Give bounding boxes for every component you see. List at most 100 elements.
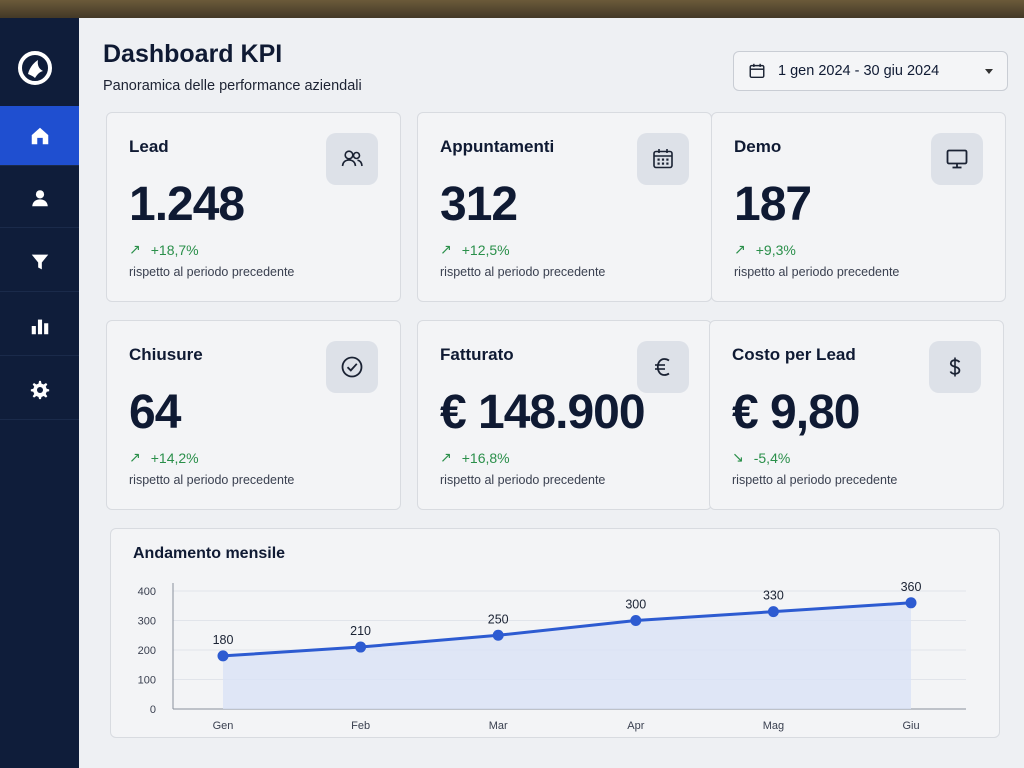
data-label: 250 — [488, 612, 509, 626]
kpi-card-demo: Demo 187 ↗ +9,3% rispetto al periodo pre… — [711, 112, 1006, 302]
sidebar-item-home[interactable] — [0, 106, 79, 166]
x-tick-label: Apr — [627, 720, 644, 732]
main-content: Dashboard KPI Panoramica delle performan… — [79, 18, 1024, 768]
kpi-icon-box — [931, 133, 983, 185]
kpi-compare-text: rispetto al periodo precedente — [734, 265, 900, 279]
x-tick-label: Feb — [351, 720, 370, 732]
kpi-compare-text: rispetto al periodo precedente — [440, 265, 606, 279]
check-circle-icon — [341, 356, 363, 378]
date-range-picker[interactable]: 1 gen 2024 - 30 giu 2024 — [733, 51, 1008, 91]
kpi-delta: ↗ +9,3% — [734, 241, 796, 258]
x-tick-label: Mar — [489, 720, 508, 732]
kpi-delta: ↗ +16,8% — [440, 449, 510, 466]
gear-icon — [30, 380, 49, 399]
kpi-value: 1.248 — [129, 178, 245, 231]
data-label: 360 — [901, 580, 922, 594]
kpi-delta-value: +14,2% — [150, 449, 199, 466]
kpi-icon-box — [929, 341, 981, 393]
kpi-card-fatturato: Fatturato € 148.900 ↗ +16,8% rispetto al… — [417, 320, 712, 510]
home-icon — [31, 127, 48, 144]
kpi-title: Demo — [734, 137, 782, 156]
screen: Dashboard KPI Panoramica delle performan… — [0, 18, 1024, 768]
page-subtitle: Panoramica delle performance aziendali — [103, 78, 362, 94]
kpi-card-costo-per-lead: Costo per Lead € 9,80 ↘ -5,4% rispetto a… — [709, 320, 1004, 510]
kpi-card-lead: Lead 1.248 ↗ +18,7% rispetto al periodo … — [106, 112, 401, 302]
arrow-up-right-icon: ↗ — [440, 449, 452, 465]
y-tick-label: 0 — [150, 704, 156, 716]
kpi-delta: ↗ +18,7% — [129, 241, 199, 258]
kpi-delta: ↗ +12,5% — [440, 241, 510, 258]
kpi-delta: ↘ -5,4% — [732, 449, 790, 466]
chevron-down-icon — [985, 68, 993, 74]
kpi-compare-text: rispetto al periodo precedente — [129, 265, 295, 279]
y-tick-label: 400 — [138, 586, 156, 598]
bar-chart-icon — [31, 319, 48, 334]
date-range-label: 1 gen 2024 - 30 giu 2024 — [778, 63, 940, 79]
kpi-icon-box — [637, 341, 689, 393]
data-label: 180 — [213, 633, 234, 647]
series-line — [222, 601, 912, 658]
kpi-title: Fatturato — [440, 345, 514, 364]
area-fill — [223, 602, 911, 709]
kpi-delta: ↗ +14,2% — [129, 449, 199, 466]
kpi-compare-text: rispetto al periodo precedente — [129, 473, 295, 487]
page-title: Dashboard KPI — [103, 40, 283, 68]
logo-icon — [18, 51, 52, 85]
calendar-icon — [653, 149, 673, 169]
funnel-icon — [31, 254, 48, 269]
kpi-delta-value: +9,3% — [755, 241, 796, 258]
kpi-value: 64 — [129, 386, 181, 439]
chart-title: Andamento mensile — [133, 545, 286, 562]
sidebar-item-users[interactable] — [0, 168, 79, 228]
monthly-trend-card: Andamento mensile 0 100 200 300 400 180 Gen 210… — [110, 528, 1000, 738]
kpi-title: Appuntamenti — [440, 137, 555, 156]
kpi-delta-value: +16,8% — [461, 449, 510, 466]
user-icon — [31, 189, 48, 206]
kpi-value: € 9,80 — [732, 386, 860, 439]
sidebar-item-reports[interactable] — [0, 296, 79, 356]
arrow-down-right-icon: ↘ — [732, 449, 744, 465]
data-label: 330 — [763, 589, 784, 603]
arrow-up-right-icon: ↗ — [734, 241, 746, 257]
kpi-title: Lead — [129, 137, 169, 156]
data-point — [767, 606, 779, 618]
kpi-title: Costo per Lead — [732, 345, 856, 364]
kpi-value: 187 — [734, 178, 812, 231]
users-icon — [341, 150, 363, 167]
x-tick-label: Giu — [902, 720, 919, 732]
kpi-delta-value: +12,5% — [461, 241, 510, 258]
sidebar — [0, 18, 79, 768]
kpi-icon-box — [326, 341, 378, 393]
kpi-delta-value: -5,4% — [753, 449, 791, 466]
data-point — [355, 641, 367, 653]
kpi-value: € 148.900 — [440, 386, 646, 439]
kpi-icon-box — [637, 133, 689, 185]
data-label: 210 — [350, 624, 371, 638]
line-chart: 0 100 200 300 400 180 Gen 210 Feb 250 Mar 300 Apr 330… — [138, 580, 966, 732]
y-tick-label: 200 — [138, 645, 156, 657]
y-tick-label: 300 — [138, 616, 156, 628]
dollar-icon — [949, 357, 961, 377]
monitor-icon — [946, 149, 968, 169]
x-tick-label: Gen — [213, 720, 234, 732]
arrow-up-right-icon: ↗ — [129, 449, 141, 465]
kpi-delta-value: +18,7% — [150, 241, 199, 258]
kpi-card-appuntamenti: Appuntamenti 312 ↗ +12,5% — [417, 112, 712, 302]
data-point — [217, 650, 229, 662]
euro-icon — [655, 358, 670, 376]
kpi-compare-text: rispetto al periodo precedente — [440, 473, 606, 487]
sidebar-item-filters[interactable] — [0, 232, 79, 292]
monitor-bezel — [0, 0, 1024, 22]
data-point — [492, 629, 504, 641]
arrow-up-right-icon: ↗ — [129, 241, 141, 257]
data-label: 300 — [625, 598, 646, 612]
kpi-compare-text: rispetto al periodo precedente — [732, 473, 898, 487]
data-point — [905, 597, 917, 609]
kpi-icon-box — [326, 133, 378, 185]
data-point — [630, 615, 642, 626]
kpi-card-chiusure: Chiusure 64 ↗ +14,2% rispetto al periodo… — [106, 320, 401, 510]
sidebar-item-settings[interactable] — [0, 360, 79, 420]
x-tick-label: Mag — [763, 720, 784, 732]
app-logo — [17, 50, 53, 86]
calendar-icon — [749, 63, 765, 79]
